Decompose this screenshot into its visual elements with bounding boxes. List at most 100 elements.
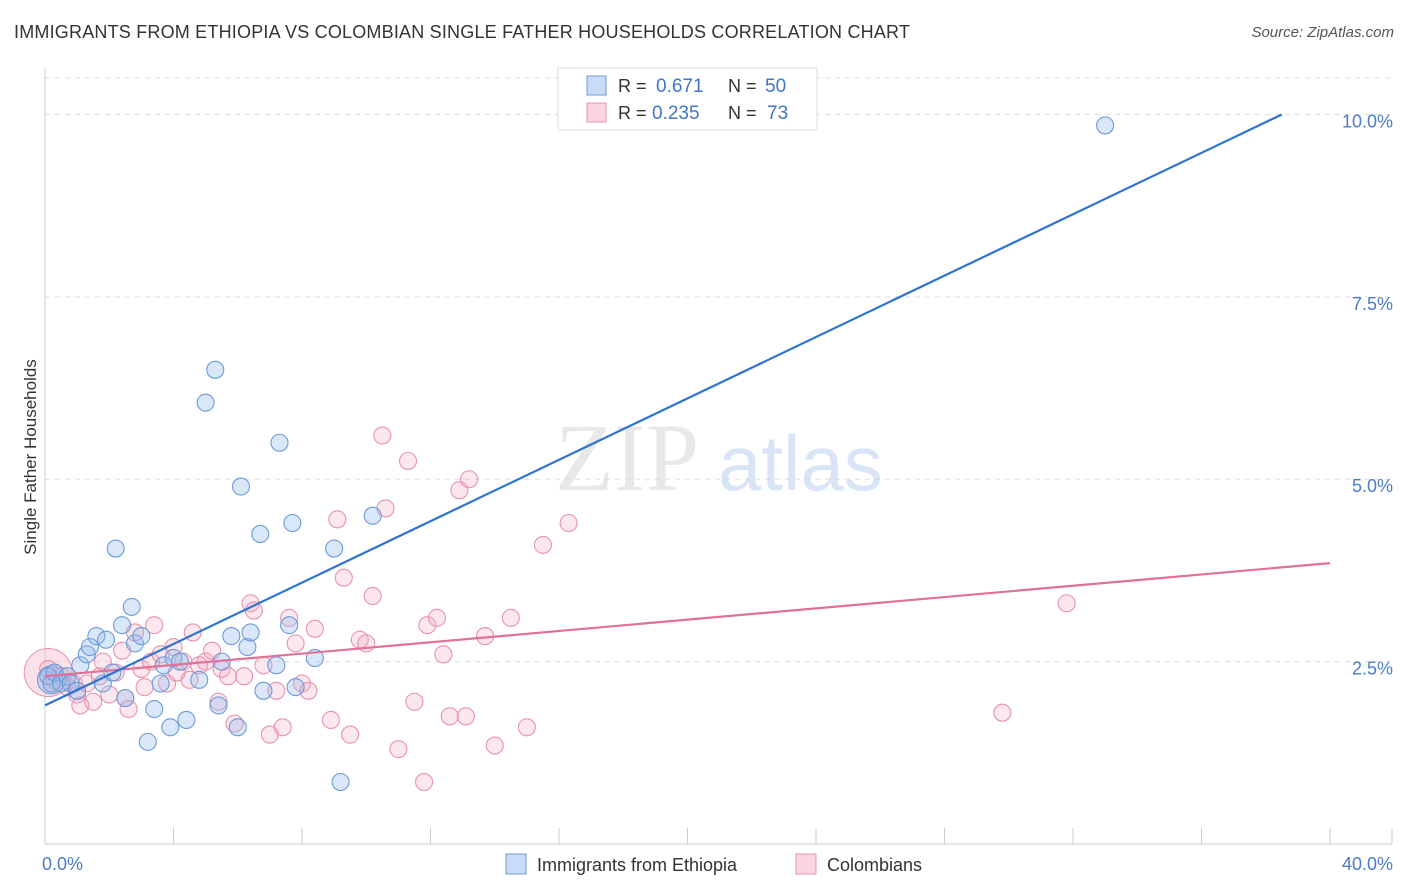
ethiopia-point <box>254 681 273 700</box>
colombians-point <box>286 634 305 653</box>
colombians-point <box>373 426 392 445</box>
colombians-point <box>363 586 382 606</box>
ethiopia-point <box>267 656 286 675</box>
colombians-point <box>280 608 299 627</box>
colombians-point <box>273 718 292 737</box>
stats-n-label-2: N = <box>728 103 757 123</box>
legend-swatch-ethiopia <box>505 853 527 875</box>
y-tick-label: 10.0% <box>1342 111 1393 131</box>
ethiopia-point <box>116 689 135 708</box>
trend-lines <box>44 113 1331 707</box>
watermark: ZIP atlas <box>555 404 883 511</box>
ethiopia-point <box>209 696 228 715</box>
ethiopia-point <box>113 616 132 635</box>
colombians-point <box>427 608 446 627</box>
colombians-point <box>135 678 154 697</box>
colombians-point <box>993 703 1012 722</box>
colombians-point <box>341 725 360 744</box>
colombians-point <box>517 718 536 737</box>
ethiopia-point <box>138 732 157 751</box>
colombians-point <box>145 616 164 635</box>
colombians-point <box>267 681 286 700</box>
ethiopia-points <box>36 116 1115 792</box>
ethiopia-point <box>87 627 106 646</box>
ethiopia-point <box>238 637 257 657</box>
ethiopia-point <box>325 539 344 558</box>
ethiopia-point <box>241 623 260 642</box>
colombians-point <box>235 667 254 686</box>
stats-legend-swatch-pink <box>586 102 607 123</box>
ethiopia-point <box>96 630 116 649</box>
ethiopia-point <box>80 637 100 657</box>
colombians-point <box>440 707 459 726</box>
colombians-point <box>334 568 353 587</box>
stats-legend: R = 0.671 N = 50 R = 0.235 N = 73 <box>557 67 818 131</box>
y-tick-label: 2.5% <box>1352 659 1393 679</box>
colombians-point <box>418 616 437 635</box>
page-title: IMMIGRANTS FROM ETHIOPIA VS COLOMBIAN SI… <box>14 22 911 42</box>
ethiopia-point <box>132 627 151 646</box>
ethiopia-point <box>151 674 170 693</box>
colombians-point <box>328 510 347 529</box>
colombians-points <box>23 426 1076 792</box>
y-tick-label: 5.0% <box>1352 476 1393 496</box>
colombians-point <box>321 710 340 730</box>
ethiopia-point <box>161 718 180 737</box>
ethiopia-point <box>231 477 251 496</box>
ethiopia-point <box>122 597 141 616</box>
stats-legend-swatch-blue <box>586 75 607 96</box>
ethiopia-point <box>251 524 270 544</box>
series-legend: Immigrants from Ethiopia Colombians <box>505 853 922 875</box>
x-tick-label-min: 0.0% <box>42 854 83 874</box>
y-tick-label: 7.5% <box>1352 294 1393 314</box>
stats-n-value-1: 50 <box>765 76 786 97</box>
ethiopia-point <box>190 670 209 689</box>
watermark-zip: ZIP <box>555 404 699 511</box>
colombians-trend-line <box>44 562 1331 678</box>
legend-swatch-colombians <box>795 853 817 875</box>
stats-r-value-2: 0.235 <box>652 103 700 124</box>
ethiopia-point <box>206 360 225 379</box>
ethiopia-point <box>177 710 196 730</box>
colombians-point <box>501 608 520 627</box>
colombians-point <box>485 736 504 755</box>
axes <box>44 68 1393 845</box>
colombians-point <box>415 772 434 792</box>
source-label: Source: ZipAtlas.com <box>1251 24 1394 41</box>
colombians-point <box>84 692 103 711</box>
ethiopia-point <box>270 433 289 452</box>
colombians-point <box>533 535 552 554</box>
ethiopia-cluster-point <box>36 665 66 695</box>
colombians-point <box>459 470 479 489</box>
colombians-point <box>434 645 453 664</box>
ethiopia-point <box>286 678 305 697</box>
ethiopia-point <box>363 506 382 525</box>
ethiopia-point <box>228 718 247 737</box>
ethiopia-point <box>196 393 215 412</box>
ethiopia-point <box>283 513 302 533</box>
ethiopia-point <box>222 627 241 646</box>
x-tick-label-max: 40.0% <box>1342 854 1393 874</box>
ethiopia-point <box>170 652 189 671</box>
colombians-point <box>405 692 424 711</box>
ethiopia-point <box>280 616 299 635</box>
ethiopia-point <box>331 772 350 792</box>
grid-lines <box>45 77 1392 663</box>
stats-n-value-2: 73 <box>767 103 788 124</box>
ethiopia-point <box>145 699 164 719</box>
stats-r-value-1: 0.671 <box>656 76 704 97</box>
colombians-point <box>559 513 578 533</box>
y-axis-label: Single Father Households <box>21 359 40 555</box>
ethiopia-trend-line <box>44 113 1283 707</box>
colombians-point <box>305 619 324 638</box>
colombians-point <box>398 451 418 471</box>
legend-label-ethiopia: Immigrants from Ethiopia <box>537 855 738 875</box>
y-tick-labels: 2.5% 5.0% 7.5% 10.0% <box>1342 111 1393 678</box>
watermark-atlas: atlas <box>718 419 883 507</box>
colombians-point <box>180 670 199 689</box>
colombians-point <box>1057 594 1076 613</box>
colombians-point <box>456 707 475 726</box>
colombians-point <box>119 699 138 719</box>
ethiopia-point <box>106 539 125 558</box>
